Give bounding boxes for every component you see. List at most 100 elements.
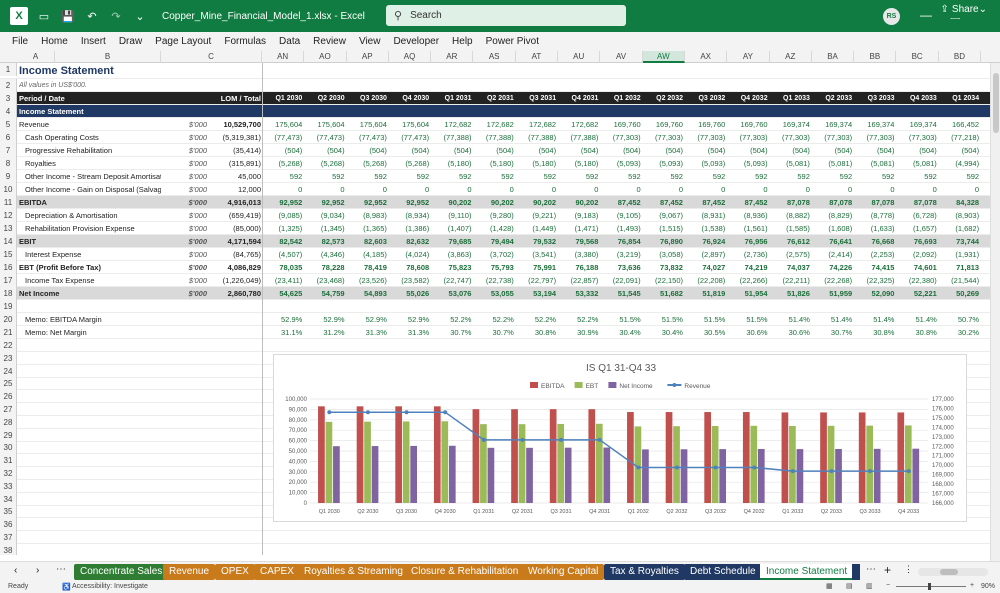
unit-cell[interactable]: $'000: [188, 224, 207, 233]
value-cell[interactable]: 90,202: [533, 198, 557, 207]
value-cell[interactable]: 53,332: [575, 289, 599, 298]
column-header-a[interactable]: A: [17, 51, 55, 63]
value-cell[interactable]: (77,473): [274, 133, 303, 142]
undo-icon[interactable]: ↶: [87, 10, 97, 23]
value-cell[interactable]: 82,603: [363, 237, 387, 246]
value-cell[interactable]: 172,682: [444, 120, 472, 129]
zoom-in-icon[interactable]: +: [970, 582, 975, 589]
value-cell[interactable]: 82,632: [406, 237, 430, 246]
value-cell[interactable]: 166,452: [951, 120, 980, 129]
value-cell[interactable]: (9,034): [320, 211, 345, 220]
value-cell[interactable]: (77,388): [443, 133, 472, 142]
value-cell[interactable]: 78,419: [363, 263, 387, 272]
value-cell[interactable]: 51.5%: [704, 315, 726, 324]
row-number[interactable]: 38: [0, 543, 17, 555]
period-header[interactable]: Q4 2033: [909, 95, 937, 102]
value-cell[interactable]: (77,303): [866, 133, 895, 142]
unit-cell[interactable]: $'000: [188, 185, 207, 194]
row-number[interactable]: 35: [0, 505, 17, 519]
value-cell[interactable]: (6,728): [913, 211, 937, 220]
sheet-tab-income-statement[interactable]: Income Statement: [760, 564, 854, 580]
value-cell[interactable]: (2,092): [913, 250, 937, 259]
row-number[interactable]: 31: [0, 454, 17, 468]
row-number[interactable]: 4: [0, 105, 17, 118]
value-cell[interactable]: 592: [416, 172, 430, 181]
value-cell[interactable]: 52.2%: [450, 315, 472, 324]
menu-home[interactable]: Home: [41, 36, 68, 47]
value-cell[interactable]: (3,058): [659, 250, 683, 259]
unit-cell[interactable]: $'000: [188, 146, 207, 155]
period-header[interactable]: Q2 2031: [486, 95, 514, 102]
value-cell[interactable]: (5,180): [490, 159, 514, 168]
value-cell[interactable]: 71,813: [956, 263, 980, 272]
value-cell[interactable]: 54,625: [279, 289, 303, 298]
value-cell[interactable]: (3,863): [447, 250, 472, 259]
value-cell[interactable]: 74,037: [786, 263, 810, 272]
period-header[interactable]: Q3 2032: [698, 95, 726, 102]
value-cell[interactable]: 87,452: [617, 198, 641, 207]
value-cell[interactable]: (23,526): [358, 276, 387, 285]
zoom-slider[interactable]: [896, 583, 966, 590]
value-cell[interactable]: (23,468): [316, 276, 345, 285]
value-cell[interactable]: (5,081): [913, 159, 937, 168]
value-cell[interactable]: 73,832: [660, 263, 683, 272]
value-cell[interactable]: (2,253): [870, 250, 895, 259]
minimize-icon[interactable]: —: [920, 8, 932, 22]
menu-draw[interactable]: Draw: [118, 36, 143, 47]
zoom-level[interactable]: 90%: [981, 583, 996, 590]
value-cell[interactable]: 30.9%: [577, 328, 599, 337]
value-cell[interactable]: 87,078: [913, 198, 937, 207]
period-header[interactable]: Q1 2031: [444, 95, 472, 102]
value-cell[interactable]: (5,093): [743, 159, 768, 168]
value-cell[interactable]: 79,568: [575, 237, 599, 246]
value-cell[interactable]: (1,608): [828, 224, 853, 233]
value-cell[interactable]: (9,110): [448, 211, 472, 220]
value-cell[interactable]: (77,303): [824, 133, 853, 142]
value-cell[interactable]: 87,078: [829, 198, 853, 207]
value-cell[interactable]: 175,604: [275, 120, 303, 129]
value-cell[interactable]: (5,093): [659, 159, 683, 168]
column-header-bb[interactable]: BB: [854, 51, 897, 63]
vertical-scroll-thumb[interactable]: [993, 73, 999, 133]
income-statement-chart[interactable]: IS Q1 31-Q4 33 EBITDA EBT Net Income Revenue…: [273, 354, 967, 522]
value-cell[interactable]: 84,328: [956, 198, 980, 207]
period-header[interactable]: Q4 2032: [740, 95, 768, 102]
unit-cell[interactable]: $'000: [188, 172, 207, 181]
value-cell[interactable]: (5,081): [870, 159, 895, 168]
value-cell[interactable]: 51.4%: [915, 315, 937, 324]
period-header[interactable]: Q2 2033: [825, 95, 853, 102]
value-cell[interactable]: 31.3%: [365, 328, 387, 337]
column-header-ay[interactable]: AY: [727, 51, 770, 63]
value-cell[interactable]: 76,890: [660, 237, 683, 246]
row-number[interactable]: 29: [0, 428, 17, 442]
value-cell[interactable]: 592: [289, 172, 303, 181]
value-cell[interactable]: (1,515): [659, 224, 683, 233]
page-break-view-icon[interactable]: ▥: [866, 583, 873, 590]
sheet-tab-closure-rehabilitation[interactable]: Closure & Rehabilitation: [405, 564, 525, 580]
value-cell[interactable]: (22,266): [739, 276, 768, 285]
value-cell[interactable]: (1,471): [574, 224, 599, 233]
lom-total-cell[interactable]: (85,000): [233, 224, 261, 233]
value-cell[interactable]: (22,857): [570, 276, 599, 285]
row-label[interactable]: Memo: Net Margin: [25, 328, 87, 337]
row-number[interactable]: 33: [0, 479, 17, 493]
value-cell[interactable]: 31.3%: [407, 328, 430, 337]
value-cell[interactable]: (1,561): [743, 224, 768, 233]
column-header-ap[interactable]: AP: [347, 51, 389, 63]
value-cell[interactable]: (21,544): [951, 276, 980, 285]
value-cell[interactable]: (5,268): [320, 159, 345, 168]
row-number[interactable]: 2: [0, 79, 17, 92]
row-number[interactable]: 6: [0, 131, 17, 144]
column-header-an[interactable]: AN: [262, 51, 305, 63]
value-cell[interactable]: (22,797): [528, 276, 557, 285]
value-cell[interactable]: (3,380): [574, 250, 599, 259]
row-number[interactable]: 21: [0, 326, 17, 339]
user-avatar[interactable]: RS: [883, 8, 900, 25]
lom-total-cell[interactable]: 10,529,700: [223, 120, 261, 129]
value-cell[interactable]: (5,180): [574, 159, 599, 168]
column-header-bd[interactable]: BD: [939, 51, 982, 63]
value-cell[interactable]: 592: [374, 172, 387, 181]
row-label[interactable]: Progressive Rehabilitation: [25, 146, 113, 155]
row-number[interactable]: 3: [0, 92, 17, 105]
menu-insert[interactable]: Insert: [80, 36, 106, 47]
